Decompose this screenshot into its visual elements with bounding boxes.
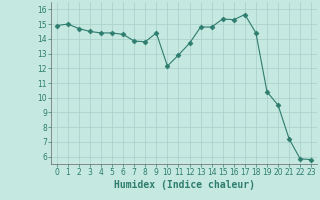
X-axis label: Humidex (Indice chaleur): Humidex (Indice chaleur) <box>114 180 254 190</box>
